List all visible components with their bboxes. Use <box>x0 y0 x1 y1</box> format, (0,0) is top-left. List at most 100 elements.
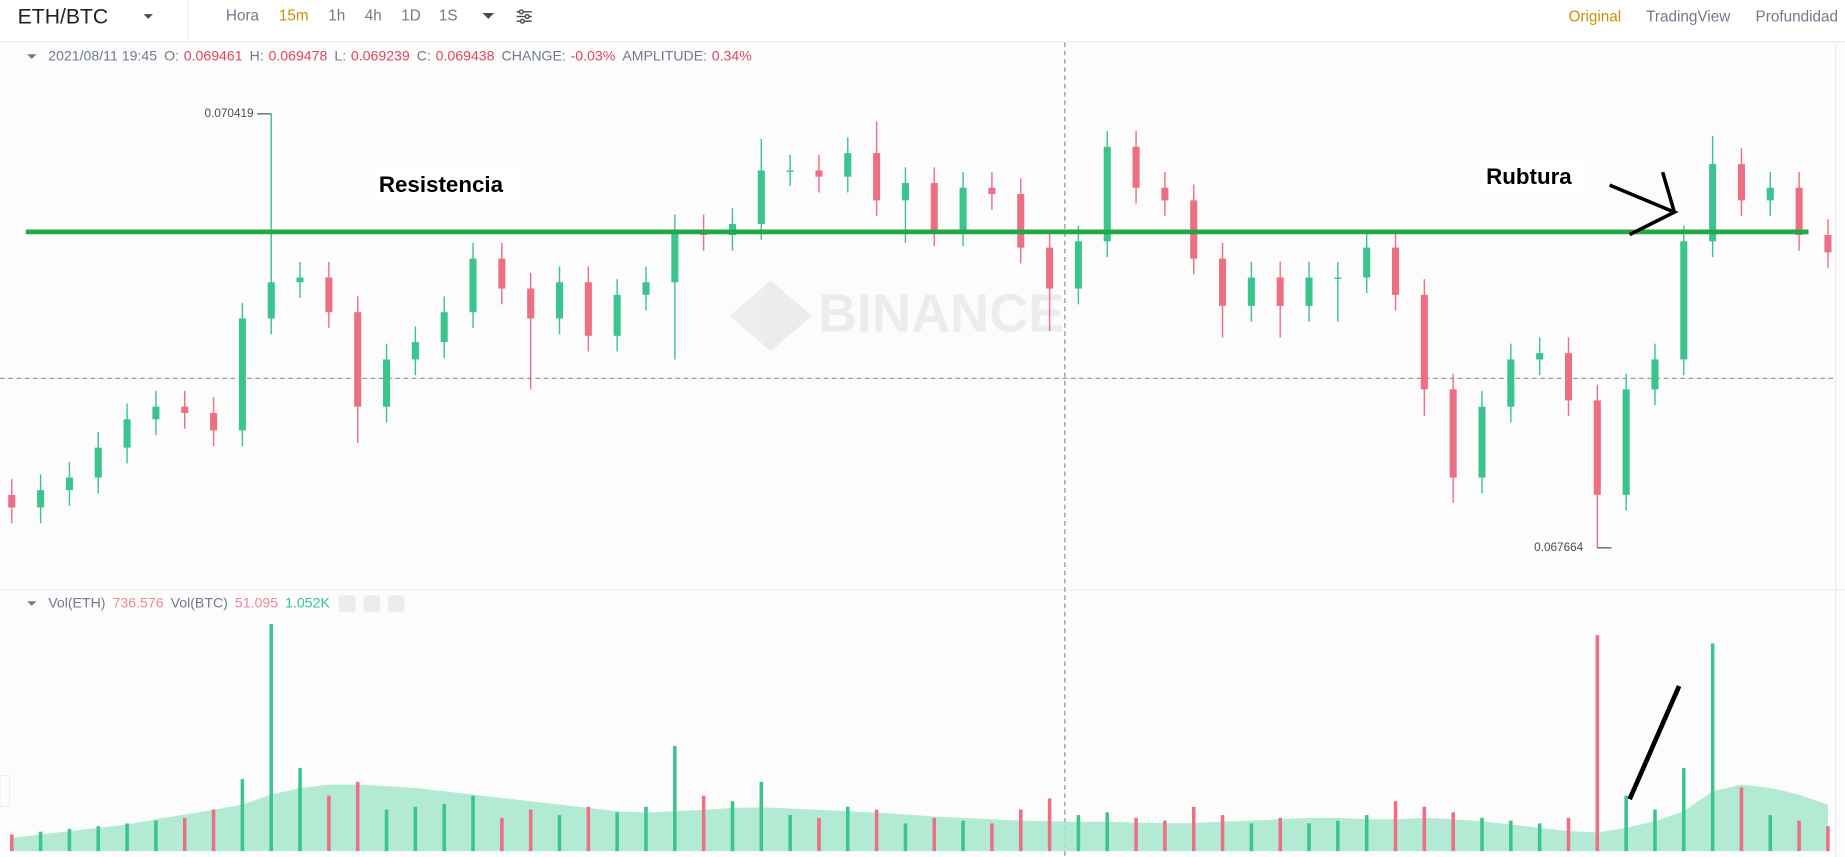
volume-bar <box>211 809 216 852</box>
volume-bar <box>355 781 360 852</box>
volume-bar <box>701 795 706 852</box>
volume-bar <box>1480 817 1484 852</box>
interval-tab[interactable]: Hora <box>226 8 260 25</box>
candle-body <box>123 419 131 448</box>
interval-tab[interactable]: 15m <box>279 8 309 25</box>
candle-body <box>959 187 967 231</box>
volume-bar <box>1163 820 1167 852</box>
dropdown-caret[interactable] <box>482 12 495 19</box>
interval-tab[interactable]: 4h <box>365 8 382 25</box>
candle-body <box>1766 187 1774 201</box>
view-tab[interactable]: Original <box>1568 9 1621 26</box>
annotation: Rubtura <box>1486 164 1572 189</box>
candle-body <box>786 170 794 172</box>
volume-bar <box>1076 815 1081 852</box>
volume-bar <box>1191 806 1196 852</box>
volume-bar <box>1018 809 1023 852</box>
candle-body <box>815 170 823 177</box>
collapse-caret[interactable] <box>27 601 37 606</box>
candle-body <box>671 230 679 283</box>
candle-body <box>1391 247 1400 295</box>
view-tab[interactable]: Profundidad <box>1756 9 1838 26</box>
symbol[interactable]: ETH/BTC <box>18 5 109 28</box>
candle-body <box>296 277 304 283</box>
watermark-text: BINANCE <box>818 283 1064 343</box>
volume-bar <box>1624 795 1628 852</box>
candle-body <box>1276 277 1284 306</box>
watermark: BINANCE <box>729 280 1064 352</box>
candle-body <box>1305 277 1313 306</box>
settings-button[interactable] <box>363 595 381 612</box>
volume-bar <box>1422 806 1427 852</box>
volume-bar <box>384 809 389 852</box>
volume-value: 1.052K <box>285 594 330 610</box>
field-label: O: <box>164 47 179 63</box>
arrow-line <box>1627 685 1682 801</box>
candle-body <box>844 153 852 177</box>
field-label: L: <box>334 47 346 63</box>
volume-bar <box>269 624 273 852</box>
legend-buttons <box>338 595 405 612</box>
volume-bar <box>1047 798 1052 852</box>
annotation: Resistencia <box>379 172 504 197</box>
candle-body <box>354 312 362 407</box>
settings-icon[interactable] <box>516 9 532 24</box>
candle-body <box>498 258 506 289</box>
date: 2021/08/11 19:45 <box>48 47 157 63</box>
close-button[interactable] <box>388 595 405 612</box>
volume-label: Vol(ETH) <box>48 594 105 610</box>
dropdown-caret[interactable] <box>143 14 153 19</box>
view-tab[interactable]: TradingView <box>1646 9 1731 26</box>
volume-bar <box>788 815 792 852</box>
volume-bar <box>1364 815 1369 852</box>
interval-tab[interactable]: 1D <box>401 8 421 25</box>
candle-body <box>1363 247 1371 278</box>
candle-body <box>1737 164 1745 201</box>
candle-body <box>152 406 160 420</box>
volume-bar <box>500 817 504 852</box>
view-tabs: Original TradingView Profundidad <box>1568 9 1838 26</box>
candle-body <box>1017 194 1025 248</box>
volume-bar <box>1509 820 1513 852</box>
volume-label: Vol(BTC) <box>171 594 228 610</box>
volume-bar <box>442 804 446 852</box>
field-label: H: <box>250 47 264 63</box>
volume-bar <box>240 779 245 852</box>
field-value: 0.069438 <box>436 47 495 63</box>
volume-bar <box>1105 812 1110 852</box>
volume-bar <box>586 806 591 852</box>
arrow <box>1608 171 1679 237</box>
volume-bar <box>990 823 994 852</box>
volume-bar <box>874 809 879 852</box>
interval-tab[interactable]: 1h <box>328 8 345 25</box>
candle-body <box>411 342 419 360</box>
candle-body <box>210 412 218 431</box>
candle-body <box>1795 187 1803 236</box>
candle-body <box>930 183 938 231</box>
field-value: 0.069461 <box>184 47 243 63</box>
volume-bar <box>817 817 821 852</box>
candle-body <box>1507 359 1515 407</box>
candle-body <box>65 477 73 491</box>
candle-body <box>1161 187 1169 201</box>
field-value: -0.03% <box>571 47 616 63</box>
field-value: 0.34% <box>712 47 752 63</box>
volume-bar <box>10 834 14 852</box>
candle-body <box>1564 353 1573 401</box>
candle-body <box>1536 353 1544 360</box>
candle-body <box>1709 164 1717 242</box>
collapse-caret[interactable] <box>27 54 37 59</box>
min-label: 0.067664 <box>1534 541 1583 554</box>
side-toggle[interactable] <box>0 775 11 807</box>
candle-body <box>1046 247 1054 289</box>
volume-bar <box>730 801 735 852</box>
candle-body <box>757 170 765 224</box>
volume-bar <box>759 781 764 852</box>
volume-bar <box>1710 643 1715 852</box>
volume-bar <box>38 831 43 852</box>
visibility-button[interactable] <box>338 595 356 612</box>
interval-tab[interactable]: 1S <box>439 8 458 25</box>
annotation-box <box>374 168 521 202</box>
volume-bar <box>1220 815 1225 852</box>
